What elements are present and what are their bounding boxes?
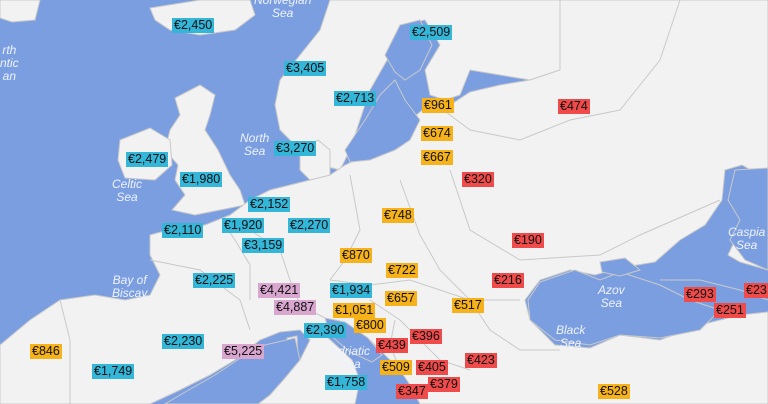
price-label-turkey[interactable]: €528 <box>598 384 630 399</box>
price-label-hungary[interactable]: €657 <box>385 291 417 306</box>
price-label-ukraine[interactable]: €190 <box>512 233 544 248</box>
price-label-denmark[interactable]: €3,270 <box>274 141 317 156</box>
price-label-germany[interactable]: €2,270 <box>288 218 331 233</box>
price-label-liechtenstein[interactable]: €4,421 <box>258 283 301 298</box>
price-label-armenia[interactable]: €251 <box>714 303 746 318</box>
price-label-georgia[interactable]: €293 <box>684 287 716 302</box>
price-label-serbia[interactable]: €396 <box>410 329 442 344</box>
price-label-luxembourg[interactable]: €3,159 <box>242 238 285 253</box>
price-label-slovenia[interactable]: €1,051 <box>333 303 376 318</box>
price-label-azerbaijan[interactable]: €23 <box>744 283 768 298</box>
price-label-spain[interactable]: €1,749 <box>92 364 135 379</box>
price-label-monaco[interactable]: €5,225 <box>222 344 265 359</box>
price-label-netherlands[interactable]: €2,152 <box>248 197 291 212</box>
price-label-estonia[interactable]: €961 <box>422 98 454 113</box>
price-label-portugal[interactable]: €846 <box>30 344 62 359</box>
sea-label-atlantic: rth ntic an <box>0 43 19 83</box>
black-sea-water <box>527 269 721 346</box>
price-label-switzerland[interactable]: €4,887 <box>274 300 317 315</box>
mediterranean-water <box>164 337 301 404</box>
price-label-iceland[interactable]: €2,450 <box>172 18 215 33</box>
price-label-romania[interactable]: €517 <box>452 298 484 313</box>
price-label-slovakia[interactable]: €722 <box>386 263 418 278</box>
price-label-bosnia[interactable]: €439 <box>376 338 408 353</box>
price-label-belgium[interactable]: €1,920 <box>222 218 265 233</box>
price-label-latvia[interactable]: €674 <box>421 126 453 141</box>
price-label-kosovo[interactable]: €405 <box>416 360 448 375</box>
price-label-san-marino[interactable]: €1,758 <box>325 375 368 390</box>
price-label-lithuania[interactable]: €667 <box>421 150 453 165</box>
price-label-poland[interactable]: €748 <box>382 208 414 223</box>
price-label-croatia[interactable]: €800 <box>354 318 386 333</box>
sea-label-celtic-sea: Celtic Sea <box>112 177 143 204</box>
price-label-italy[interactable]: €2,390 <box>304 323 347 338</box>
sea-label-azov-sea: Azov Sea <box>598 283 625 310</box>
price-label-jersey[interactable]: €2,110 <box>162 223 204 238</box>
greenland-land <box>0 0 41 23</box>
price-label-austria[interactable]: €1,934 <box>330 283 373 298</box>
sea-label-bay-of-biscay: Bay of Biscay <box>112 273 148 300</box>
price-label-bulgaria[interactable]: €423 <box>465 353 497 368</box>
price-label-moldova[interactable]: €216 <box>492 273 524 288</box>
sea-label-north-sea: North Sea <box>240 131 270 158</box>
sea-label-black-sea: Black Sea <box>556 323 586 350</box>
sea-label-caspian-sea: Caspia Sea <box>728 225 766 252</box>
price-label-finland[interactable]: €2,509 <box>410 25 453 40</box>
caspian-sea-water <box>727 167 768 271</box>
price-label-albania[interactable]: €347 <box>396 384 428 399</box>
price-label-belarus[interactable]: €320 <box>462 172 494 187</box>
price-label-montenegro[interactable]: €509 <box>380 360 412 375</box>
price-label-sweden[interactable]: €2,713 <box>334 91 377 106</box>
price-label-czechia[interactable]: €870 <box>340 248 372 263</box>
sea-label-adriatic-sea: Adriatic Sea <box>330 344 371 371</box>
sea-label-norwegian-sea: Norwegian Sea <box>254 0 312 20</box>
price-label-ireland[interactable]: €2,479 <box>126 152 169 167</box>
price-label-france[interactable]: €2,225 <box>193 273 236 288</box>
price-label-norway[interactable]: €3,405 <box>284 61 327 76</box>
price-label-andorra[interactable]: €2,230 <box>162 334 205 349</box>
price-label-uk[interactable]: €1,980 <box>180 172 223 187</box>
price-label-north-macedonia[interactable]: €379 <box>428 377 460 392</box>
azov-sea-water <box>599 257 642 277</box>
price-label-russia[interactable]: €474 <box>558 99 590 114</box>
